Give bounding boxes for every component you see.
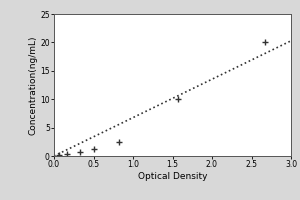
Y-axis label: Concentration(ng/mL): Concentration(ng/mL) [28, 35, 38, 135]
X-axis label: Optical Density: Optical Density [138, 172, 207, 181]
